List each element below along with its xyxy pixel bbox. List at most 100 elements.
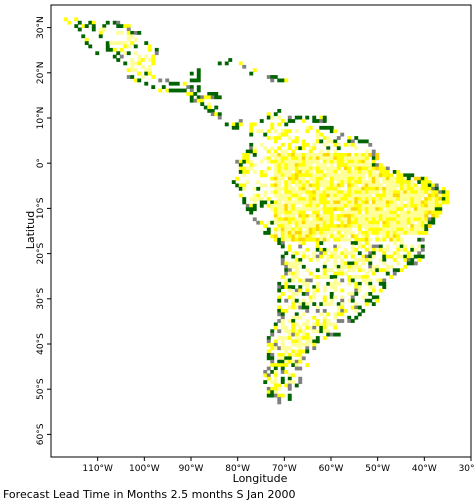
forecast-cell [98,27,103,32]
forecast-cell [189,78,194,83]
forecast-cell [130,34,135,39]
forecast-cell [375,163,380,167]
forecast-cell [273,153,278,157]
forecast-cell [249,71,254,76]
forecast-cell [305,190,310,195]
forecast-cell [294,258,299,262]
forecast-cell [294,305,299,310]
forecast-cell [392,234,397,239]
forecast-cell [105,41,110,45]
forecast-cell [287,170,292,174]
forecast-cell [284,356,289,361]
forecast-cell [424,180,429,184]
forecast-cell [287,153,292,157]
forecast-cell [399,197,404,201]
forecast-cell [301,217,306,222]
forecast-cell [315,193,320,198]
forecast-cell [273,170,278,174]
forecast-cell [315,173,320,178]
forecast-cell [354,247,359,252]
forecast-cell [340,305,345,310]
forecast-cell [378,278,383,283]
forecast-cell [368,298,373,303]
forecast-cell [385,203,390,208]
forecast-cell [287,163,292,167]
forecast-cell [434,183,439,188]
forecast-cell [427,197,432,201]
forecast-cell [375,200,380,205]
forecast-cell [315,156,320,161]
forecast-cell [287,190,292,195]
forecast-cell [326,159,331,164]
forecast-cell [333,332,338,337]
forecast-cell [350,298,355,303]
forecast-cell [361,197,366,201]
forecast-cell [431,193,436,198]
forecast-cell [305,115,310,120]
forecast-cell [270,125,275,130]
forecast-cell [329,166,334,171]
forecast-cell [270,234,275,239]
forecast-cell [312,325,317,330]
forecast-cell [343,180,348,184]
forecast-cell [333,254,338,259]
forecast-cell [305,231,310,235]
forecast-cell [301,312,306,317]
forecast-cell [382,170,387,174]
forecast-cell [284,237,289,242]
forecast-cell [266,231,271,235]
forecast-cell [287,359,292,364]
forecast-cell [287,278,292,283]
forecast-cell [336,173,341,178]
forecast-cell [305,305,310,310]
forecast-cell [343,220,348,225]
forecast-cell [280,142,285,147]
forecast-cell [371,163,376,167]
forecast-cell [399,203,404,208]
forecast-cell [357,173,362,178]
forecast-cell [270,115,275,120]
forecast-cell [357,251,362,256]
forecast-cell [329,285,334,289]
forecast-cell [319,180,324,184]
forecast-cell [242,156,247,161]
forecast-cell [287,197,292,201]
forecast-cell [263,156,268,161]
forecast-cell [280,170,285,174]
forecast-cell [287,173,292,178]
forecast-cell [343,176,348,181]
forecast-cell [354,190,359,195]
forecast-cell [343,210,348,215]
forecast-cell [308,200,313,205]
forecast-cell [291,234,296,239]
forecast-cell [259,197,264,201]
forecast-cell [382,285,387,289]
forecast-cell [347,315,352,320]
forecast-cell [420,214,425,218]
forecast-cell [326,203,331,208]
forecast-cell [326,220,331,225]
forecast-cell [343,309,348,313]
forecast-cell [322,197,327,201]
forecast-cell [389,176,394,181]
forecast-cell [361,217,366,222]
forecast-cell [116,41,121,45]
forecast-cell [378,203,383,208]
forecast-cell [322,298,327,303]
forecast-cell [259,183,264,188]
forecast-cell [410,210,415,215]
forecast-cell [235,176,240,181]
forecast-cell [329,275,334,279]
forecast-cell [382,281,387,286]
forecast-cell [315,305,320,310]
forecast-cell [294,292,299,296]
forecast-cell [357,207,362,212]
forecast-cell [315,180,320,184]
forecast-cell [371,214,376,218]
forecast-cell [315,322,320,327]
forecast-cell [350,220,355,225]
forecast-cell [399,237,404,242]
forecast-cell [354,302,359,306]
forecast-cell [368,193,373,198]
forecast-cell [378,258,383,262]
